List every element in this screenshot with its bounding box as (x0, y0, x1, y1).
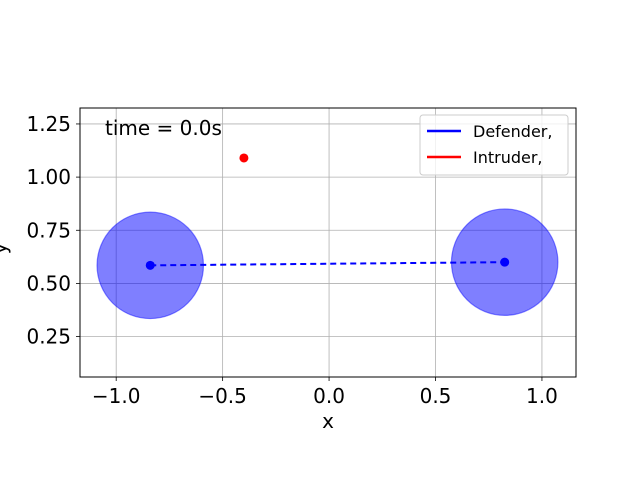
x-tick-label: 0.5 (420, 384, 452, 408)
defender-point (500, 257, 510, 267)
time-label: time = 0.0s (105, 116, 222, 140)
x-tick-label: 1.0 (526, 384, 558, 408)
y-tick-label: 1.00 (26, 165, 71, 189)
legend-label-defender: Defender, (473, 122, 552, 141)
legend: Defender, Intruder, (419, 114, 569, 176)
y-axis-label: y (0, 242, 11, 254)
y-tick-label: 1.25 (26, 112, 71, 136)
agent-points-layer (145, 153, 510, 270)
y-tick-label: 0.50 (26, 271, 71, 295)
defender-link-line (150, 261, 505, 267)
intruder-point (239, 153, 249, 163)
x-tick-label: −0.5 (198, 384, 247, 408)
y-tick-label: 0.25 (26, 325, 71, 349)
plot-frame (79, 107, 577, 378)
defender-link-layer (150, 261, 505, 267)
y-tick-label: 0.75 (26, 218, 71, 242)
x-tick-label: −1.0 (92, 384, 141, 408)
legend-label-intruder: Intruder, (473, 148, 543, 167)
defender-point (145, 260, 155, 270)
x-tick-label: 0.0 (313, 384, 345, 408)
x-axis-label: x (322, 409, 334, 433)
axis-ticks: −1.0 −0.5 0.0 0.5 1.0 0.25 0.50 0.75 1.00 1.25 (26, 112, 557, 408)
